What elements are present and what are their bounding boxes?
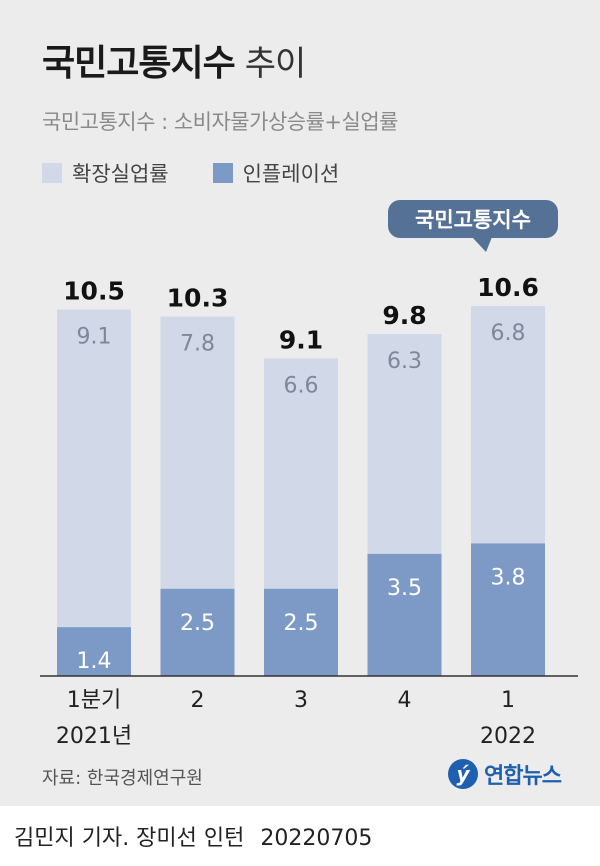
bar-inflation-4 — [471, 543, 545, 676]
total-label-4: 10.6 — [477, 273, 539, 302]
x-tick-label-2: 3 — [294, 688, 308, 713]
legend-label-inflation: 인플레이션 — [242, 162, 340, 186]
x-tick-label-0-0: 1분기 — [67, 688, 121, 713]
bar-inflation-3 — [367, 553, 442, 676]
bar-unemployment-4 — [471, 306, 545, 544]
bar-inflation-1 — [160, 588, 235, 676]
source-note: 자료: 한국경제연구원 — [42, 768, 203, 789]
total-label-1: 10.3 — [167, 284, 229, 313]
total-label-2: 9.1 — [279, 325, 323, 354]
publish-date: 20220705 — [260, 826, 373, 851]
subtitle: 국민고통지수 : 소비자물가상승률+실업률 — [42, 110, 398, 134]
legend: 확장실업률 인플레이션 — [42, 158, 383, 188]
bar-unemployment-1 — [160, 316, 235, 589]
x-tick-label-3: 4 — [398, 688, 412, 713]
value-label-unemployment-2: 6.6 — [284, 373, 319, 398]
value-label-inflation-4: 3.8 — [491, 565, 526, 590]
title-suffix: 추이 — [244, 44, 307, 84]
value-label-unemployment-3: 6.3 — [387, 349, 422, 374]
legend-label-unemployment: 확장실업률 — [72, 162, 169, 186]
value-label-inflation-2: 2.5 — [284, 611, 319, 636]
value-label-inflation-1: 2.5 — [180, 611, 215, 636]
stacked-bar-chart: 9.1 1.4 10.5 1분기 2021년 7.8 2.5 10.3 2 6.6 2.5 9.1 3 6… — [40, 200, 578, 749]
title: 국민고통지수 추이 — [42, 34, 307, 86]
bar-inflation-0 — [57, 627, 131, 676]
yonhap-logo-icon: ý — [448, 759, 478, 789]
x-tick-label-4-1: 2022 — [480, 724, 536, 749]
x-tick-label-0-1: 2021년 — [56, 724, 132, 749]
value-label-unemployment-0: 9.1 — [77, 325, 112, 350]
footer-credit: 김민지 기자. 장미선 인턴 20220705 — [14, 820, 372, 852]
legend-item-inflation: 인플레이션 — [212, 158, 340, 188]
legend-swatch-unemployment — [42, 163, 62, 183]
footer-bar — [0, 806, 600, 866]
x-tick-label-4-0: 1 — [501, 688, 515, 713]
title-main: 국민고통지수 — [42, 43, 236, 84]
yonhap-logo-text: 연합뉴스 — [484, 764, 562, 789]
yonhap-logo: ý 연합뉴스 — [448, 758, 562, 790]
value-label-inflation-3: 3.5 — [387, 576, 422, 601]
callout-label: 국민고통지수 — [415, 208, 531, 232]
callout-pointer — [472, 237, 492, 252]
bar-inflation-2 — [264, 588, 338, 676]
total-label-0: 10.5 — [63, 277, 125, 306]
reporter-credit: 김민지 기자. 장미선 인턴 — [14, 826, 245, 851]
bar-unemployment-3 — [367, 333, 442, 554]
value-label-unemployment-4: 6.8 — [491, 321, 526, 346]
x-tick-label-1: 2 — [191, 688, 205, 713]
bar-unemployment-2 — [264, 358, 338, 589]
total-label-3: 9.8 — [382, 301, 426, 330]
legend-swatch-inflation — [212, 163, 233, 183]
value-label-unemployment-1: 7.8 — [180, 332, 215, 357]
callout-bubble — [388, 200, 558, 238]
bar-unemployment-0 — [57, 309, 131, 628]
legend-item-unemployment: 확장실업률 — [42, 158, 169, 188]
value-label-inflation-0: 1.4 — [77, 649, 112, 674]
